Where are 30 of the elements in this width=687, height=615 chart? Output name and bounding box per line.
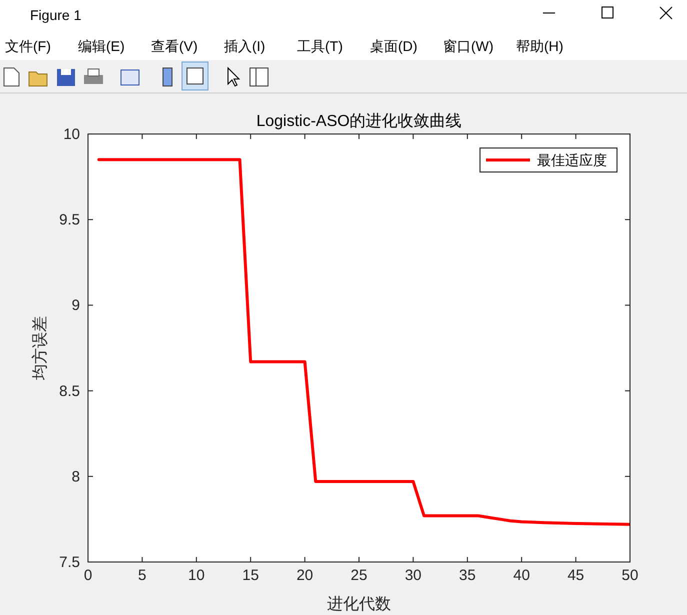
x-tick-label: 25 xyxy=(350,567,368,584)
legend-label: 最佳适应度 xyxy=(537,152,607,168)
y-tick-label: 8.5 xyxy=(59,382,80,400)
y-tick-label: 10 xyxy=(63,126,80,143)
y-tick-label: 9.5 xyxy=(59,212,80,229)
text: 查看(V) xyxy=(151,38,198,54)
x-tick-label: 15 xyxy=(242,567,259,584)
text: 工具(T) xyxy=(297,38,343,54)
chart-title: Logistic-ASO的进化收敛曲线 xyxy=(256,112,462,130)
text: 桌面(D) xyxy=(370,38,418,54)
x-tick-label: 10 xyxy=(188,567,205,584)
x-tick-label: 45 xyxy=(567,567,584,584)
x-tick-label: 5 xyxy=(138,567,146,584)
y-tick-label: 9 xyxy=(72,297,80,314)
text: 帮助(H) xyxy=(516,38,564,54)
y-axis-title: 均方误差 xyxy=(31,316,49,381)
x-tick-label: 40 xyxy=(513,567,530,584)
text: 插入(I) xyxy=(224,38,266,54)
x-axis-title: 进化代数 xyxy=(327,595,391,613)
caption: Figure 1 xyxy=(30,7,82,23)
text: 文件(F) xyxy=(5,38,51,54)
x-tick-label: 20 xyxy=(296,567,314,584)
text: 窗口(W) xyxy=(443,38,494,54)
y-tick-label: 7.5 xyxy=(59,554,80,571)
x-tick-label: 35 xyxy=(459,567,476,584)
x-tick-label: 50 xyxy=(622,567,638,584)
y-tick-label: 8 xyxy=(72,468,80,486)
x-tick-label: 0 xyxy=(84,567,92,584)
text: 编辑(E) xyxy=(78,38,125,54)
x-tick-label: 30 xyxy=(404,567,422,584)
